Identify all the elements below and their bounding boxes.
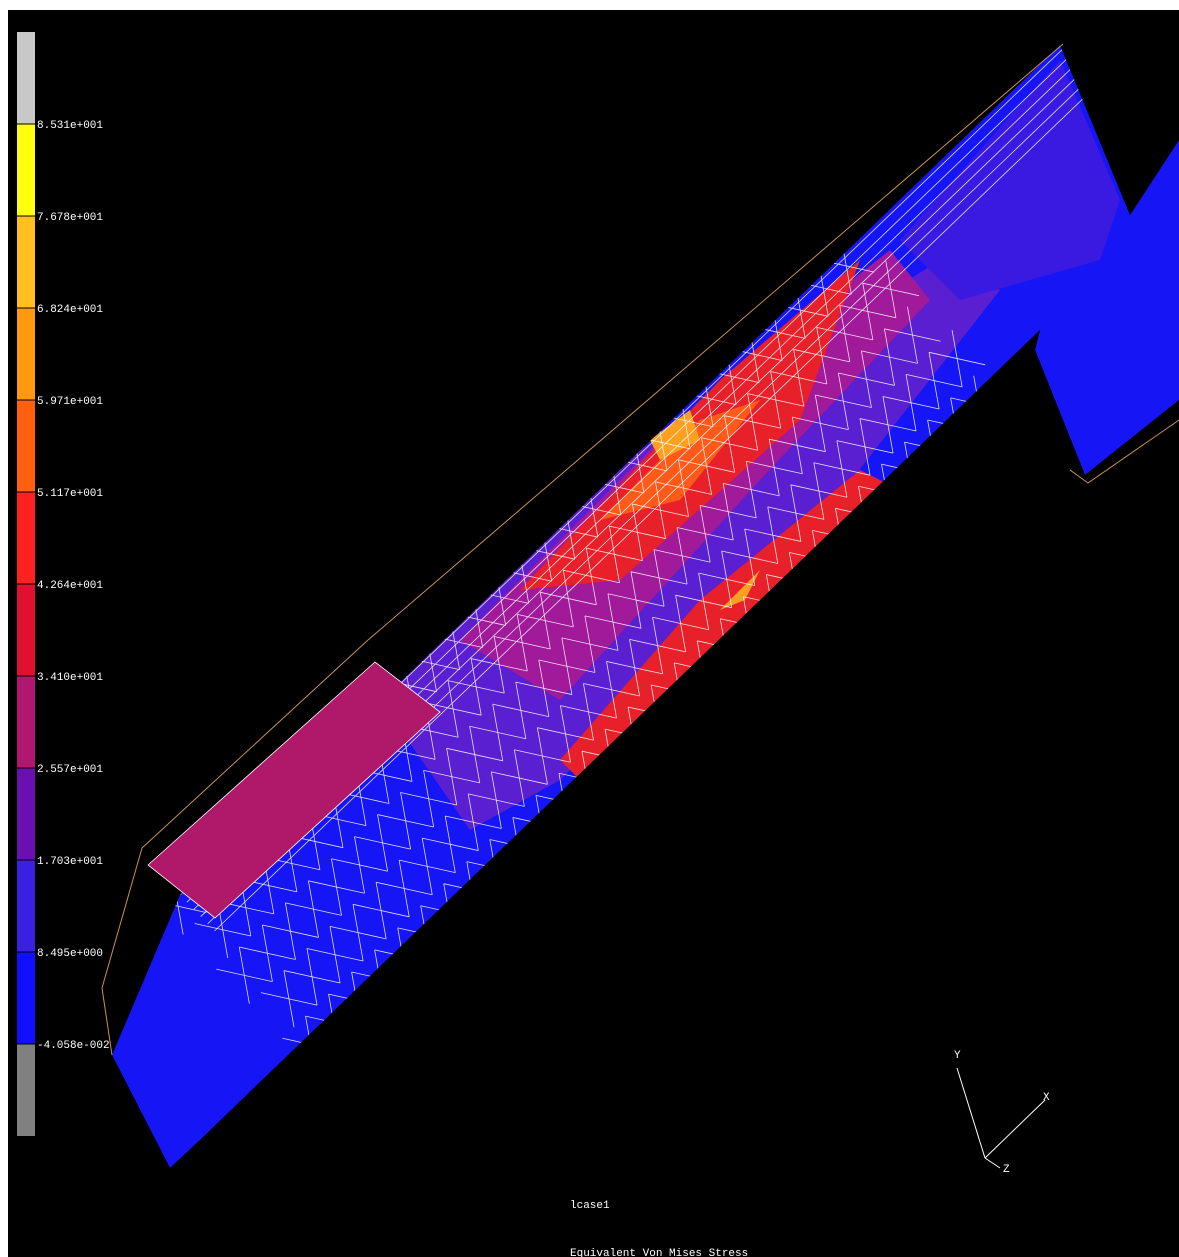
axis-label: X: [1043, 1092, 1050, 1104]
legend-label: 5.117e+001: [37, 488, 103, 500]
legend-label: 2.557e+001: [37, 764, 103, 776]
legend-label: 7.678e+001: [37, 212, 103, 224]
result-name: Equivalent Von Mises Stress: [570, 1248, 748, 1257]
legend-label: -4.058e-002: [37, 1040, 110, 1052]
legend-swatch: [17, 124, 35, 216]
legend-label: 4.264e+001: [37, 580, 103, 592]
legend-swatch: [17, 308, 35, 400]
legend-label: 6.824e+001: [37, 304, 103, 316]
viewport: 8.531e+001 7.678e+001 6.824e+001 5.971e+001…: [0, 0, 1179, 1257]
legend-swatch: [17, 768, 35, 860]
legend-swatch: [17, 676, 35, 768]
legend-label: 8.531e+001: [37, 120, 103, 132]
case-name: lcase1: [570, 1200, 610, 1212]
legend-swatch: [17, 860, 35, 952]
legend-swatch: [17, 216, 35, 308]
result-view: 8.531e+001 7.678e+001 6.824e+001 5.971e+001…: [0, 0, 1179, 1257]
legend-swatch: [17, 492, 35, 584]
legend-label: 3.410e+001: [37, 672, 103, 684]
legend-label: 5.971e+001: [37, 396, 103, 408]
legend-label: 1.703e+001: [37, 856, 103, 868]
legend-swatch: [17, 32, 35, 124]
axis-label: Z: [1003, 1164, 1010, 1176]
axis-label: Y: [954, 1050, 961, 1062]
legend-swatch: [17, 584, 35, 676]
legend-swatch: [17, 1044, 35, 1136]
legend-swatch: [17, 952, 35, 1044]
legend-label: 8.495e+000: [37, 948, 103, 960]
legend-swatch: [17, 400, 35, 492]
